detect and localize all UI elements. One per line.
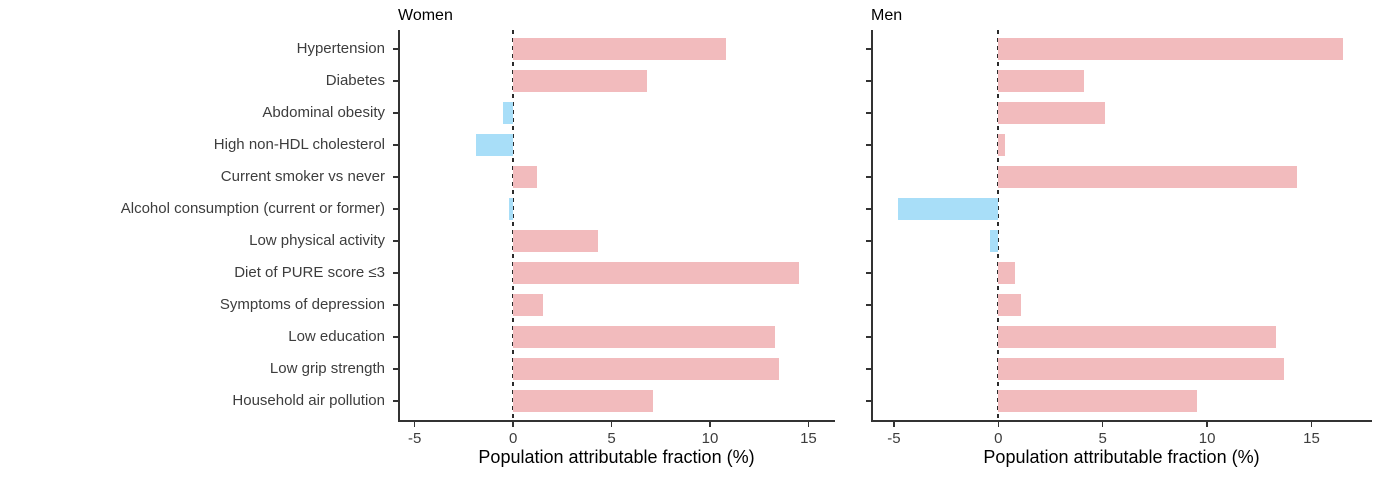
y-axis-label-alcohol-consumption-current-or-former: Alcohol consumption (current or former) [120, 200, 385, 218]
x-axis-tick-label: 15 [800, 430, 817, 447]
x-axis-line [398, 420, 835, 422]
x-axis-tick [1310, 421, 1313, 427]
x-axis-tick [512, 421, 514, 427]
bar-low-grip-strength [513, 357, 779, 380]
x-axis-tick [1101, 421, 1104, 427]
y-axis-tick [393, 144, 398, 146]
bar-low-physical-activity [989, 229, 999, 252]
y-axis-tick [866, 112, 871, 114]
y-axis-tick [393, 208, 398, 210]
plot-area-men: -5 0 5 10 15 [866, 30, 1372, 447]
bar-low-education [513, 325, 775, 348]
y-axis-tick [866, 240, 871, 242]
bar-symptoms-of-depression [513, 293, 543, 316]
x-axis-tick [997, 421, 1000, 427]
y-axis-tick [866, 368, 871, 370]
bar-diet-of-pure-score-3 [998, 261, 1016, 284]
x-axis-line [871, 420, 1372, 422]
y-axis-label-low-physical-activity: Low physical activity [249, 231, 385, 249]
panel-title-men: Men [871, 7, 903, 24]
y-axis-tick [866, 48, 871, 50]
y-axis-label-current-smoker-vs-never: Current smoker vs never [220, 168, 385, 186]
y-axis-label-diet-of-pure-score-3: Diet of PURE score ≤3 [234, 263, 385, 281]
y-axis-label-hypertension: Hypertension [296, 40, 385, 58]
x-axis-tick-label: 5 [1098, 430, 1107, 447]
y-axis-tick [393, 112, 398, 114]
x-axis-tick-label: 10 [1198, 430, 1216, 447]
panel-title-women: Women [398, 7, 453, 24]
y-axis-tick [866, 144, 871, 146]
bar-current-smoker-vs-never [513, 166, 537, 189]
plot-area-women: -5 0 5 10 15 [393, 30, 835, 447]
y-axis-line [398, 30, 400, 420]
x-axis-tick-label: 5 [607, 430, 616, 447]
y-axis-tick [393, 336, 398, 338]
bar-alcohol-consumption-current-or-former [898, 198, 999, 221]
y-axis-tick [393, 304, 398, 306]
y-axis-tick [393, 176, 398, 178]
x-axis-tick-label: 15 [1303, 430, 1320, 447]
y-axis-tick [866, 304, 871, 306]
bar-symptoms-of-depression [998, 293, 1022, 316]
x-axis-tick-label: 0 [508, 430, 518, 447]
y-axis-tick [866, 80, 871, 82]
zero-reference-line [512, 30, 515, 420]
bar-high-non-hdl-cholesterol [998, 134, 1005, 157]
y-axis-tick [866, 336, 871, 338]
bar-current-smoker-vs-never [998, 166, 1297, 189]
y-axis-tick [393, 48, 398, 50]
bar-abdominal-obesity [503, 102, 514, 125]
y-axis-tick [393, 272, 398, 274]
bar-household-air-pollution [513, 389, 653, 412]
y-axis-tick [393, 80, 398, 82]
y-axis-label-symptoms-of-depression: Symptoms of depression [219, 295, 385, 313]
x-axis-tick-label: 10 [701, 430, 719, 447]
zero-reference-line [997, 30, 1000, 420]
bar-low-physical-activity [513, 229, 598, 252]
bar-diet-of-pure-score-3 [513, 261, 799, 284]
x-axis-tick-label: -5 [408, 430, 422, 447]
bar-household-air-pollution [998, 389, 1197, 412]
y-axis-label-low-grip-strength: Low grip strength [269, 359, 385, 377]
x-axis-tick [610, 421, 613, 427]
x-axis-tick [1206, 421, 1208, 427]
y-axis-tick [866, 208, 871, 210]
x-axis-tick [413, 421, 416, 427]
bar-diabetes [998, 70, 1084, 93]
y-axis-tick [866, 272, 871, 274]
bar-hypertension [513, 38, 726, 61]
y-axis-tick [866, 176, 871, 178]
y-axis-label-diabetes: Diabetes [325, 72, 385, 90]
y-axis-label-high-non-hdl-cholesterol: High non-HDL cholesterol [213, 136, 385, 154]
x-axis-tick-label: 0 [994, 430, 1003, 447]
y-axis-tick [866, 400, 871, 402]
bar-hypertension [998, 38, 1343, 61]
y-axis-label-abdominal-obesity: Abdominal obesity [262, 104, 385, 122]
x-axis-title-men: Population attributable fraction (%) [983, 447, 1260, 467]
y-axis-tick [393, 368, 398, 370]
bar-abdominal-obesity [998, 102, 1105, 125]
x-axis-tick-label: -5 [887, 430, 901, 447]
y-axis-tick [393, 400, 398, 402]
y-axis-label-low-education: Low education [288, 327, 385, 345]
x-axis-tick [807, 421, 810, 427]
y-axis-tick [393, 240, 398, 242]
bar-low-education [998, 325, 1276, 348]
bar-low-grip-strength [998, 357, 1285, 380]
y-axis-label-household-air-pollution: Household air pollution [232, 391, 385, 409]
bar-high-non-hdl-cholesterol [475, 134, 514, 157]
y-axis-line [871, 30, 873, 420]
x-axis-tick [709, 421, 711, 427]
x-axis-title-women: Population attributable fraction (%) [478, 447, 755, 467]
x-axis-tick [893, 421, 895, 427]
bar-diabetes [513, 70, 647, 93]
bar-alcohol-consumption-current-or-former [509, 198, 514, 221]
